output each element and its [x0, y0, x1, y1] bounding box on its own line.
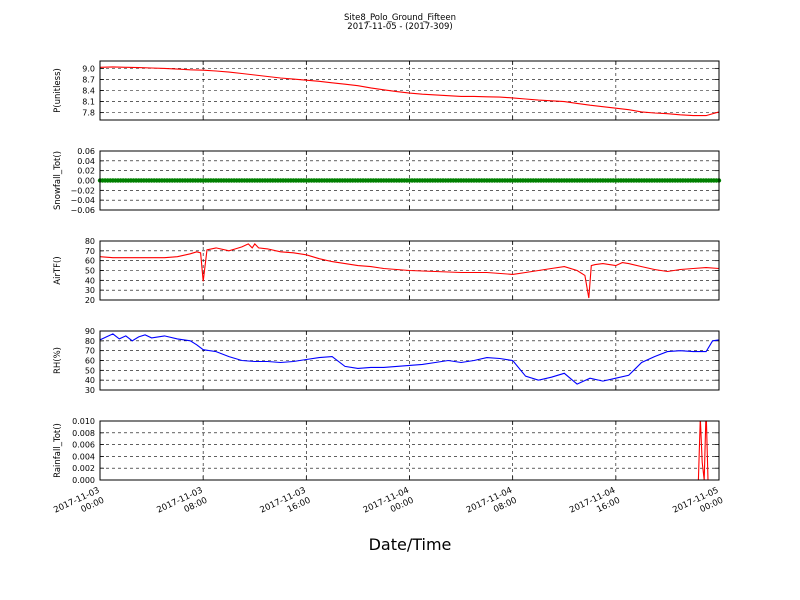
y-tick-label: 8.1 [82, 98, 95, 107]
y-tick-label: 0.04 [77, 157, 95, 166]
y-tick-label: 70 [85, 347, 95, 356]
y-tick-label: 60 [85, 357, 95, 366]
y-axis-label: AirTF() [53, 256, 63, 284]
series-line [100, 243, 719, 299]
y-tick-label: 0.00 [77, 177, 95, 186]
y-tick-label: 0.006 [72, 441, 95, 450]
y-axis-label: Rainfall_Tot() [53, 423, 63, 478]
y-tick-label: 0.010 [72, 417, 95, 426]
plot-frame [99, 60, 720, 121]
y-tick-label: 7.8 [82, 109, 95, 118]
y-axis-label: RH(%) [53, 347, 63, 374]
y-tick-label: −0.06 [70, 206, 95, 215]
y-tick-label: 60 [85, 257, 95, 266]
y-tick-label: 50 [85, 267, 95, 276]
y-tick-label: −0.04 [70, 196, 95, 205]
y-tick-label: 50 [85, 366, 95, 375]
figure-title: Site8_Polo_Ground_Fifteen [344, 13, 456, 23]
y-axis-label: P(unitless) [53, 68, 63, 113]
y-tick-label: 9.0 [82, 64, 95, 73]
plot-frame [99, 150, 720, 211]
y-tick-label: 90 [85, 327, 95, 336]
y-tick-label: 20 [85, 296, 95, 305]
y-tick-label: 8.7 [82, 75, 95, 84]
y-tick-label: 0.002 [72, 464, 95, 473]
figure-subtitle: 2017-11-05 - (2017-309) [347, 22, 452, 32]
y-tick-label: 0.000 [72, 476, 95, 485]
y-tick-label: −0.02 [70, 186, 95, 195]
x-axis-label: Date/Time [369, 535, 452, 554]
subplot-2: 0.060.040.020.00−0.02−0.04−0.06 Snowfall_… [53, 147, 722, 215]
plot-frame [99, 420, 720, 481]
y-tick-label: 0.004 [72, 452, 95, 461]
y-tick-label: 80 [85, 237, 95, 246]
subplot-5: 0.010 0.008 0.006 0.004 0.002 0.000 Rainfall_T… [53, 417, 720, 485]
series-line [100, 66, 719, 117]
y-tick-label: 40 [85, 276, 95, 285]
y-tick-label: 40 [85, 376, 95, 385]
subplot-panels: 9.08.78.48.17.8P(unitless)0.060.040.020.… [52, 60, 725, 516]
subplot-1: 9.0 8.7 8.4 8.1 7.8 P(unitless) [53, 60, 720, 121]
y-tick-label: 30 [85, 286, 95, 295]
plot-frame [99, 330, 720, 391]
y-tick-label: 30 [85, 386, 95, 395]
y-tick-label: 0.008 [72, 429, 95, 438]
series-line [100, 333, 719, 385]
y-tick-label: 70 [85, 247, 95, 256]
plot-frame [99, 240, 720, 301]
y-tick-label: 0.02 [77, 167, 95, 176]
series-line [100, 421, 719, 480]
y-tick-label: 0.06 [77, 147, 95, 156]
y-axis-label: Snowfall_Tot() [53, 151, 63, 210]
y-tick-label: 80 [85, 337, 95, 346]
y-tick-label: 8.4 [82, 87, 95, 96]
